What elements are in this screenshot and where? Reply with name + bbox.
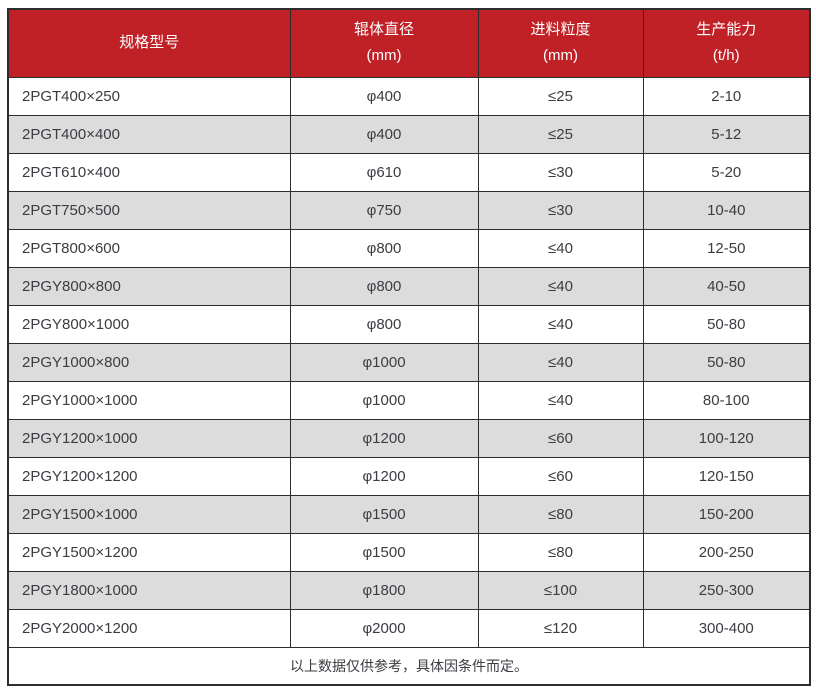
roller-diameter-cell: φ1800 [289, 570, 479, 610]
feed-size-cell: ≤25 [477, 76, 644, 116]
footnote-text: 以上数据仅供参考，具体因条件而定。 [7, 646, 811, 686]
roller-diameter-cell: φ1200 [289, 456, 479, 496]
roller-diameter-cell: φ800 [289, 304, 479, 344]
spec-table: 规格型号 辊体直径 (mm) 进料粒度 (mm) 生产能力 (t/h) 2PGT… [7, 8, 811, 686]
feed-size-cell: ≤30 [477, 190, 644, 230]
capacity-cell: 120-150 [642, 456, 811, 496]
feed-size-cell: ≤60 [477, 456, 644, 496]
roller-diameter-cell: φ400 [289, 114, 479, 154]
model-cell: 2PGY1500×1200 [7, 532, 291, 572]
roller-diameter-cell: φ1500 [289, 494, 479, 534]
table-row: 2PGT750×500 φ750 ≤30 10-40 [7, 190, 811, 230]
feed-size-cell: ≤80 [477, 494, 644, 534]
header-capacity: 生产能力 (t/h) [642, 8, 811, 78]
spec-table-footer: 以上数据仅供参考，具体因条件而定。 [7, 646, 811, 686]
header-feed-size: 进料粒度 (mm) [477, 8, 644, 78]
roller-diameter-cell: φ800 [289, 228, 479, 268]
header-capacity-label: 生产能力 [696, 21, 757, 39]
header-row: 规格型号 辊体直径 (mm) 进料粒度 (mm) 生产能力 (t/h) [7, 8, 811, 78]
feed-size-cell: ≤60 [477, 418, 644, 458]
feed-size-cell: ≤40 [477, 228, 644, 268]
table-row: 2PGT610×400 φ610 ≤30 5-20 [7, 152, 811, 192]
table-row: 2PGY1000×800 φ1000 ≤40 50-80 [7, 342, 811, 382]
roller-diameter-cell: φ1000 [289, 380, 479, 420]
table-row: 2PGY800×1000 φ800 ≤40 50-80 [7, 304, 811, 344]
capacity-cell: 300-400 [642, 608, 811, 648]
roller-diameter-cell: φ1500 [289, 532, 479, 572]
feed-size-cell: ≤120 [477, 608, 644, 648]
model-cell: 2PGT400×400 [7, 114, 291, 154]
table-row: 2PGY1800×1000 φ1800 ≤100 250-300 [7, 570, 811, 610]
capacity-cell: 100-120 [642, 418, 811, 458]
table-row: 2PGY1000×1000 φ1000 ≤40 80-100 [7, 380, 811, 420]
table-row: 2PGY1500×1000 φ1500 ≤80 150-200 [7, 494, 811, 534]
header-feed-size-label: 进料粒度 [530, 21, 591, 39]
header-feed-size-unit: (mm) [543, 47, 578, 65]
capacity-cell: 150-200 [642, 494, 811, 534]
model-cell: 2PGT750×500 [7, 190, 291, 230]
roller-diameter-cell: φ2000 [289, 608, 479, 648]
feed-size-cell: ≤30 [477, 152, 644, 192]
feed-size-cell: ≤40 [477, 380, 644, 420]
capacity-cell: 40-50 [642, 266, 811, 306]
roller-diameter-cell: φ1000 [289, 342, 479, 382]
capacity-cell: 50-80 [642, 342, 811, 382]
header-capacity-unit: (t/h) [712, 47, 740, 65]
model-cell: 2PGY1500×1000 [7, 494, 291, 534]
table-row: 2PGY1500×1200 φ1500 ≤80 200-250 [7, 532, 811, 572]
capacity-cell: 10-40 [642, 190, 811, 230]
capacity-cell: 200-250 [642, 532, 811, 572]
model-cell: 2PGY1000×800 [7, 342, 291, 382]
header-roller-diameter: 辊体直径 (mm) [289, 8, 479, 78]
capacity-cell: 12-50 [642, 228, 811, 268]
table-row: 2PGY800×800 φ800 ≤40 40-50 [7, 266, 811, 306]
feed-size-cell: ≤25 [477, 114, 644, 154]
feed-size-cell: ≤100 [477, 570, 644, 610]
feed-size-cell: ≤80 [477, 532, 644, 572]
model-cell: 2PGY2000×1200 [7, 608, 291, 648]
capacity-cell: 2-10 [642, 76, 811, 116]
model-cell: 2PGY800×800 [7, 266, 291, 306]
spec-table-body: 2PGT400×250 φ400 ≤25 2-10 2PGT400×400 φ400 ≤25… [7, 76, 811, 648]
table-row: 2PGT400×400 φ400 ≤25 5-12 [7, 114, 811, 154]
model-cell: 2PGY1200×1200 [7, 456, 291, 496]
capacity-cell: 5-12 [642, 114, 811, 154]
model-cell: 2PGY1800×1000 [7, 570, 291, 610]
header-roller-diameter-unit: (mm) [366, 47, 402, 65]
capacity-cell: 5-20 [642, 152, 811, 192]
table-row: 2PGT800×600 φ800 ≤40 12-50 [7, 228, 811, 268]
model-cell: 2PGY1000×1000 [7, 380, 291, 420]
feed-size-cell: ≤40 [477, 342, 644, 382]
footnote-row: 以上数据仅供参考，具体因条件而定。 [7, 646, 811, 686]
header-model-label: 规格型号 [119, 34, 180, 52]
feed-size-cell: ≤40 [477, 266, 644, 306]
capacity-cell: 80-100 [642, 380, 811, 420]
roller-diameter-cell: φ610 [289, 152, 479, 192]
table-row: 2PGY2000×1200 φ2000 ≤120 300-400 [7, 608, 811, 648]
feed-size-cell: ≤40 [477, 304, 644, 344]
model-cell: 2PGY800×1000 [7, 304, 291, 344]
header-model: 规格型号 [7, 8, 291, 78]
model-cell: 2PGT400×250 [7, 76, 291, 116]
model-cell: 2PGT800×600 [7, 228, 291, 268]
table-row: 2PGT400×250 φ400 ≤25 2-10 [7, 76, 811, 116]
model-cell: 2PGT610×400 [7, 152, 291, 192]
capacity-cell: 50-80 [642, 304, 811, 344]
roller-diameter-cell: φ800 [289, 266, 479, 306]
capacity-cell: 250-300 [642, 570, 811, 610]
table-row: 2PGY1200×1000 φ1200 ≤60 100-120 [7, 418, 811, 458]
table-row: 2PGY1200×1200 φ1200 ≤60 120-150 [7, 456, 811, 496]
header-roller-diameter-label: 辊体直径 [353, 21, 414, 39]
spec-table-header: 规格型号 辊体直径 (mm) 进料粒度 (mm) 生产能力 (t/h) [7, 8, 811, 78]
roller-diameter-cell: φ400 [289, 76, 479, 116]
roller-diameter-cell: φ750 [289, 190, 479, 230]
roller-diameter-cell: φ1200 [289, 418, 479, 458]
model-cell: 2PGY1200×1000 [7, 418, 291, 458]
